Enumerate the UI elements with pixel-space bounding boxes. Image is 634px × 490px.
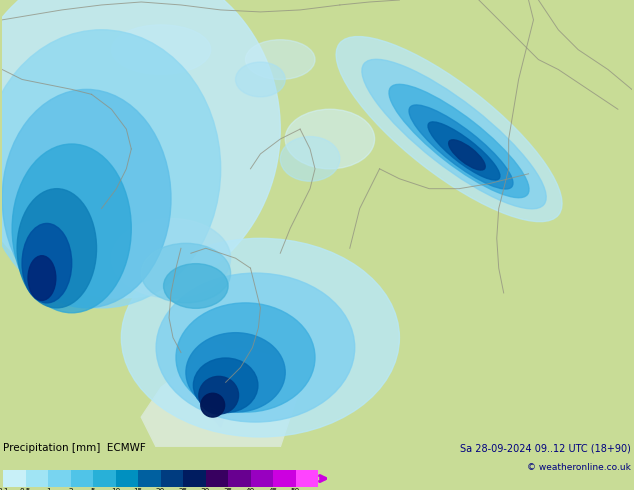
Bar [160, 470, 183, 487]
Text: 2: 2 [68, 489, 73, 490]
Polygon shape [141, 347, 300, 447]
Text: Precipitation [mm]  ECMWF: Precipitation [mm] ECMWF [3, 443, 146, 453]
Text: 35: 35 [223, 489, 233, 490]
Polygon shape [191, 338, 236, 427]
Bar [295, 470, 318, 487]
Ellipse shape [141, 244, 231, 303]
Ellipse shape [0, 30, 221, 308]
Ellipse shape [17, 189, 96, 308]
Text: 5: 5 [91, 489, 95, 490]
Ellipse shape [199, 376, 238, 414]
Text: © weatheronline.co.uk: © weatheronline.co.uk [527, 463, 631, 472]
Ellipse shape [285, 109, 375, 169]
Text: 1: 1 [46, 489, 50, 490]
Ellipse shape [236, 62, 285, 97]
Text: 40: 40 [246, 489, 255, 490]
Bar [115, 470, 138, 487]
Ellipse shape [176, 303, 315, 412]
Text: 10: 10 [111, 489, 120, 490]
Text: 0.5: 0.5 [20, 489, 31, 490]
Text: Sa 28-09-2024 09..12 UTC (18+90): Sa 28-09-2024 09..12 UTC (18+90) [460, 443, 631, 453]
Text: 0.1: 0.1 [0, 489, 9, 490]
Ellipse shape [389, 84, 529, 197]
Bar [48, 470, 70, 487]
Ellipse shape [409, 105, 513, 189]
Ellipse shape [121, 238, 399, 437]
Text: 30: 30 [201, 489, 210, 490]
Ellipse shape [156, 273, 355, 422]
Ellipse shape [245, 40, 315, 79]
Text: 15: 15 [133, 489, 143, 490]
Ellipse shape [112, 25, 210, 74]
Ellipse shape [112, 219, 231, 298]
Ellipse shape [201, 393, 224, 417]
Text: 50: 50 [291, 489, 300, 490]
Ellipse shape [22, 223, 72, 303]
Bar [250, 470, 273, 487]
Ellipse shape [449, 140, 485, 170]
Bar [25, 470, 48, 487]
Ellipse shape [0, 0, 280, 298]
Ellipse shape [2, 89, 171, 308]
Bar [183, 470, 205, 487]
Bar [273, 470, 295, 487]
Ellipse shape [28, 256, 56, 300]
Ellipse shape [193, 358, 258, 413]
Bar [93, 470, 115, 487]
Text: 20: 20 [156, 489, 165, 490]
Ellipse shape [336, 37, 562, 221]
Ellipse shape [186, 333, 285, 412]
Ellipse shape [428, 122, 500, 180]
Bar [70, 470, 93, 487]
Ellipse shape [164, 264, 228, 308]
Ellipse shape [362, 59, 547, 209]
Bar [228, 470, 250, 487]
Bar [3, 470, 25, 487]
Ellipse shape [280, 137, 340, 181]
Ellipse shape [12, 144, 131, 313]
Text: 25: 25 [178, 489, 188, 490]
Text: 45: 45 [268, 489, 278, 490]
Bar [138, 470, 160, 487]
Bar [205, 470, 228, 487]
